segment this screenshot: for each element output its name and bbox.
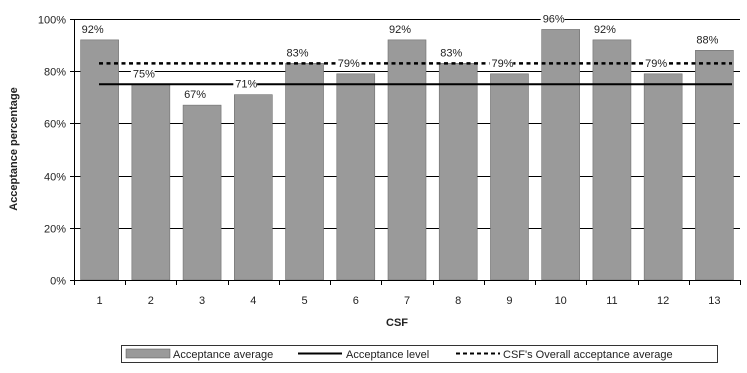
data-label: 67% (184, 89, 206, 101)
data-label-background (643, 56, 667, 70)
data-label-background (387, 22, 411, 36)
data-label: 79% (338, 58, 360, 70)
data-label-background (694, 33, 719, 47)
data-label-background (130, 67, 155, 81)
data-label: 83% (287, 47, 309, 59)
data-label-background (79, 22, 104, 36)
x-tick-label: 1 (97, 295, 103, 307)
bar (387, 39, 427, 281)
x-tick-label: 3 (199, 295, 205, 307)
y-tick-label: 100% (38, 15, 66, 27)
x-tick-label: 7 (404, 295, 410, 307)
axes-layer: 0%20%40%60%80%100%1 2 3 4 5 6 7 8 9 10 11 12 13 (38, 15, 741, 307)
x-tick-label: 13 (708, 295, 720, 307)
lines-layer (99, 62, 732, 86)
data-label-background (489, 56, 514, 70)
bar (490, 73, 529, 281)
data-label-background (284, 46, 309, 60)
legend: Acceptance average Acceptance level CSF'… (121, 345, 718, 363)
x-tick-label: 5 (301, 295, 307, 307)
x-tick-label: 10 (555, 295, 567, 307)
x-tick-label: 2 (148, 295, 154, 307)
bars-layer (80, 29, 734, 281)
x-tick-label: 12 (657, 295, 669, 307)
legend-label-overall-average: CSF's Overall acceptance average (503, 349, 673, 361)
data-label: 79% (491, 58, 513, 70)
data-label-background (233, 77, 258, 91)
bar (695, 50, 734, 281)
legend-box (121, 345, 718, 363)
y-tick-label: 40% (44, 172, 66, 184)
data-label-background (182, 88, 206, 102)
x-tick-label: 4 (250, 295, 256, 307)
data-label: 92% (389, 24, 411, 36)
labels-layer: 92% 75% 67% 71% 83% 79% 92% 83% 79% 96% 92% 79% 88% (79, 12, 719, 102)
y-tick-label: 80% (44, 67, 66, 79)
data-label-background (591, 22, 616, 36)
data-label-background (540, 12, 565, 26)
x-tick-label: 9 (506, 295, 512, 307)
legend-label-acceptance-average: Acceptance average (173, 349, 273, 361)
y-tick-label: 0% (50, 276, 66, 288)
bar (336, 73, 376, 281)
x-tick-label: 8 (455, 295, 461, 307)
data-label: 92% (82, 24, 104, 36)
data-label: 79% (645, 58, 667, 70)
data-label: 75% (133, 68, 155, 80)
bar (80, 39, 119, 281)
data-label-background (335, 56, 360, 70)
data-label: 71% (235, 79, 257, 91)
legend-label-acceptance-level: Acceptance level (346, 349, 429, 361)
data-label: 96% (543, 13, 565, 25)
data-label: 83% (440, 47, 462, 59)
bar (234, 94, 273, 281)
bar (643, 73, 683, 281)
bar (541, 29, 580, 281)
y-tick-label: 60% (44, 119, 66, 131)
bar (131, 83, 171, 281)
bar (438, 63, 478, 281)
y-tick-label: 20% (44, 224, 66, 236)
legend-swatch-acceptance-average (125, 348, 171, 359)
data-label: 88% (696, 34, 718, 46)
bar (182, 104, 222, 281)
bar (592, 39, 632, 281)
x-tick-label: 6 (353, 295, 359, 307)
data-label-background (438, 46, 463, 60)
y-axis-title: Acceptance percentage (8, 87, 20, 211)
x-axis-title: CSF (386, 317, 408, 329)
data-label: 92% (594, 24, 616, 36)
x-tick-label: 11 (606, 295, 617, 307)
bar (285, 63, 324, 281)
